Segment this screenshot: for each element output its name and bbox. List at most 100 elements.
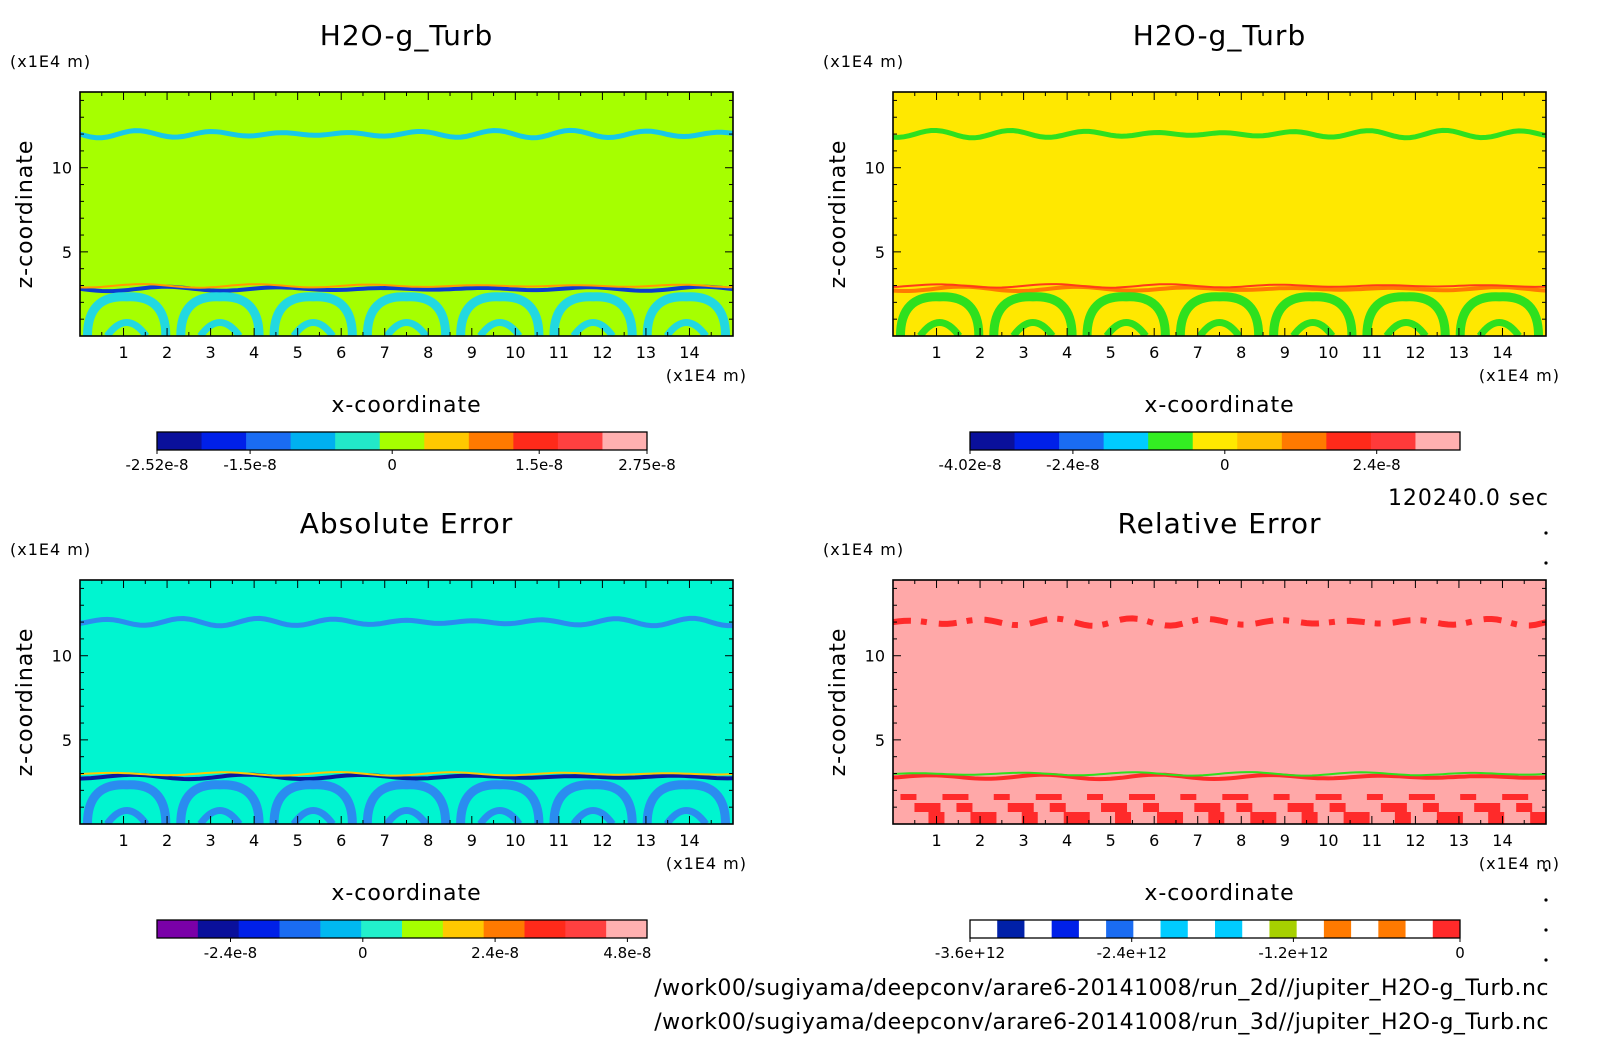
colorbar-swatch [1148, 432, 1194, 450]
y-ticks: 5 10 [52, 99, 733, 337]
x-tick-label: 7 [1193, 831, 1203, 850]
footer-path-2d: /work00/sugiyama/deepconv/arare6-2014100… [654, 976, 1549, 1001]
colorbar: -4.02e-8 -2.4e-8 0 2.4e-8 [939, 431, 1461, 474]
x-tick-label: 5 [293, 831, 303, 850]
colorbar-swatch [1378, 920, 1407, 938]
colorbar: -2.4e-8 0 2.4e-8 4.8e-8 [156, 919, 651, 962]
colorbar-tick-label: 0 [1220, 456, 1230, 474]
x-tick-label: 9 [1280, 343, 1290, 362]
colorbar-swatch [602, 432, 648, 450]
x-tick-label: 8 [1236, 343, 1246, 362]
x-unit-label: (x1E4 m) [666, 854, 747, 873]
colorbar-swatch [1160, 920, 1189, 938]
colorbar-tick-label: -2.4e-8 [1046, 456, 1099, 474]
x-tick-label: 13 [636, 343, 656, 362]
x-tick-label: 8 [1236, 831, 1246, 850]
colorbar-tick-label: -2.4e+12 [1097, 944, 1167, 962]
x-tick-label: 12 [592, 343, 612, 362]
colorbar-tick-label: 2.4e-8 [1353, 456, 1401, 474]
x-tick-label: 12 [1405, 831, 1425, 850]
y-axis-label: z-coordinate [826, 628, 851, 777]
colorbar-swatch [1133, 920, 1162, 938]
colorbar-swatch [1059, 432, 1105, 450]
y-tick-label: 5 [62, 731, 72, 750]
x-axis-label: x-coordinate [331, 393, 481, 418]
x-tick-label: 2 [975, 343, 985, 362]
colorbar-tick-label: 2.4e-8 [471, 944, 519, 962]
x-tick-label: 13 [636, 831, 656, 850]
colorbar-swatch [524, 920, 566, 938]
colorbar-swatch [279, 920, 321, 938]
y-unit-label: (x1E4 m) [823, 52, 904, 71]
colorbar-tick-label: 1.5e-8 [515, 456, 563, 474]
contour-field [80, 92, 733, 336]
colorbar: -3.6e+12 -2.4e+12 -1.2e+12 0 [935, 919, 1465, 962]
colorbar-swatch [361, 920, 403, 938]
y-tick-label: 10 [52, 159, 72, 178]
x-tick-label: 4 [249, 343, 259, 362]
colorbar-swatch [424, 432, 470, 450]
colorbar-swatch [1351, 920, 1379, 938]
x-tick-label: 3 [1019, 343, 1029, 362]
x-axis-label: x-coordinate [331, 881, 481, 906]
panel-title: H2O-g_Turb [320, 19, 493, 52]
y-axis-label: z-coordinate [13, 140, 38, 289]
colorbar-swatch [246, 432, 292, 450]
x-tick-label: 12 [1405, 343, 1425, 362]
panel-title: Absolute Error [300, 507, 514, 540]
panel-title: H2O-g_Turb [1133, 19, 1306, 52]
colorbar-tick-label: -4.02e-8 [939, 456, 1002, 474]
colorbar-swatch [1078, 920, 1107, 938]
colorbar-swatch [290, 432, 336, 450]
y-ticks: 5 10 [52, 587, 733, 825]
colorbar-swatch [1237, 432, 1283, 450]
x-tick-label: 1 [931, 831, 941, 850]
colorbar-swatch [1296, 920, 1325, 938]
x-tick-label: 10 [1318, 343, 1338, 362]
colorbar-swatch [335, 432, 381, 450]
time-label: 120240.0 sec [1388, 486, 1549, 511]
colorbar-tick-label: -1.5e-8 [223, 456, 276, 474]
colorbar-swatch [157, 432, 203, 450]
x-tick-label: 7 [380, 343, 390, 362]
colorbar-swatch [1103, 432, 1149, 450]
panel-4: Relative Error(x1E4 m)1 2 3 4 5 6 7 8 9 10 11 12 13 1… [823, 507, 1560, 962]
x-tick-label: 9 [467, 343, 477, 362]
y-unit-label: (x1E4 m) [823, 540, 904, 559]
x-ticks: 1 2 3 4 5 6 7 8 9 10 11 12 13 14 [892, 580, 1547, 850]
x-tick-label: 5 [293, 343, 303, 362]
x-tick-label: 4 [1062, 343, 1072, 362]
x-ticks: 1 2 3 4 5 6 7 8 9 10 11 12 13 14 [79, 92, 734, 362]
x-tick-label: 11 [549, 831, 569, 850]
colorbar-swatch [565, 920, 607, 938]
x-tick-label: 2 [162, 343, 172, 362]
y-unit-label: (x1E4 m) [10, 52, 91, 71]
x-tick-label: 1 [118, 343, 128, 362]
panel-2: H2O-g_Turb(x1E4 m)1 2 3 4 5 6 7 8 9 10 11 12 13 14510… [823, 19, 1560, 474]
x-tick-label: 1 [118, 831, 128, 850]
colorbar-swatch [468, 432, 514, 450]
x-tick-label: 9 [1280, 831, 1290, 850]
colorbar-swatch [1192, 432, 1238, 450]
colorbar-swatch [997, 920, 1025, 938]
colorbar-tick-label: 0 [1455, 944, 1465, 962]
y-ticks: 5 10 [865, 99, 1546, 337]
y-unit-label: (x1E4 m) [10, 540, 91, 559]
colorbar-swatch [1281, 432, 1327, 450]
colorbar-swatch [1323, 920, 1352, 938]
colorbar-swatch [157, 920, 199, 938]
x-unit-label: (x1E4 m) [1479, 366, 1560, 385]
colorbar-swatch [483, 920, 525, 938]
x-tick-label: 7 [1193, 343, 1203, 362]
colorbar-tick-label: -2.4e-8 [204, 944, 257, 962]
x-tick-label: 10 [1318, 831, 1338, 850]
colorbar-swatch [1415, 432, 1461, 450]
x-tick-label: 6 [1149, 831, 1159, 850]
x-tick-label: 11 [1362, 831, 1382, 850]
colorbar-swatch [970, 432, 1016, 450]
y-tick-label: 10 [865, 159, 885, 178]
x-unit-label: (x1E4 m) [1479, 854, 1560, 873]
x-ticks: 1 2 3 4 5 6 7 8 9 10 11 12 13 14 [79, 580, 734, 850]
x-tick-label: 8 [423, 343, 433, 362]
